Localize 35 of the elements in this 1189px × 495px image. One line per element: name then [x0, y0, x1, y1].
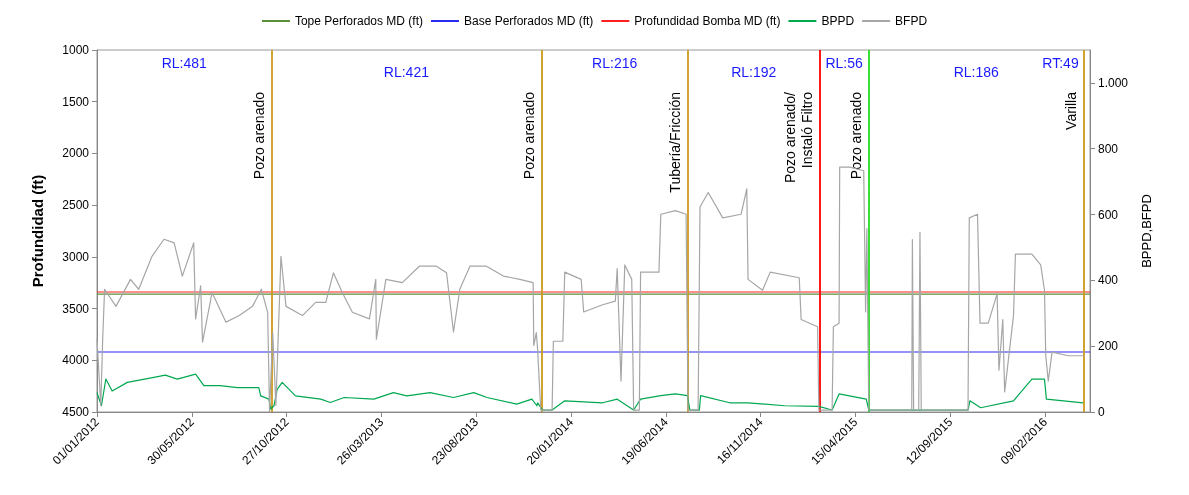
- annotation: RL:56: [825, 55, 864, 71]
- y-tick-label: 1000: [62, 43, 90, 57]
- legend-label: Profundidad Bomba MD (ft): [634, 14, 781, 28]
- y-tick-label: 4500: [62, 405, 90, 419]
- annotation: RL:421: [383, 64, 430, 80]
- y-tick-label: 3000: [62, 249, 90, 264]
- line-series: [96, 373, 1084, 411]
- legend-label: Tope Perforados MD (ft): [294, 14, 423, 28]
- annotation: RL:192: [731, 64, 777, 80]
- annotation: RT:49: [1042, 55, 1079, 71]
- annotation: RL:481: [161, 55, 208, 71]
- ref-line-label: Varilla: [1063, 91, 1080, 130]
- legend-label: BPPD: [821, 14, 855, 28]
- y-tick-label: 2500: [62, 198, 90, 213]
- y-axis-title: Profundidad (ft): [29, 174, 46, 288]
- y2-tick-label: 1.000: [1098, 75, 1129, 90]
- y2-tick-label: 200: [1098, 339, 1119, 354]
- y2-tick-label: 400: [1098, 273, 1119, 288]
- ref-line-label: Pozo arenado: [250, 91, 267, 180]
- legend-label: Base Perforados MD (ft): [463, 14, 594, 28]
- annotation: RL:186: [953, 64, 1000, 80]
- y2-tick-label: 800: [1098, 141, 1119, 156]
- annotation: RL:216: [592, 55, 638, 71]
- ref-line-label: Pozo arenado/ Instaló Filtro: [781, 91, 815, 184]
- y-tick-label: 2000: [62, 146, 90, 161]
- y-tick-label: 3500: [62, 301, 90, 316]
- y-tick-label: 4000: [62, 353, 90, 368]
- y2-tick-label: 0: [1098, 405, 1105, 419]
- y2-tick-label: 600: [1098, 207, 1119, 222]
- y2-axis-title: BPPD,BFPD: [1139, 194, 1154, 268]
- ref-line-label: Tubería/Fricción: [667, 92, 684, 193]
- legend-label: BFPD: [895, 14, 928, 28]
- ref-line-label: Pozo arenado: [848, 91, 865, 180]
- y-tick-label: 1500: [62, 94, 90, 109]
- ref-line-label: Pozo arenado: [520, 91, 537, 180]
